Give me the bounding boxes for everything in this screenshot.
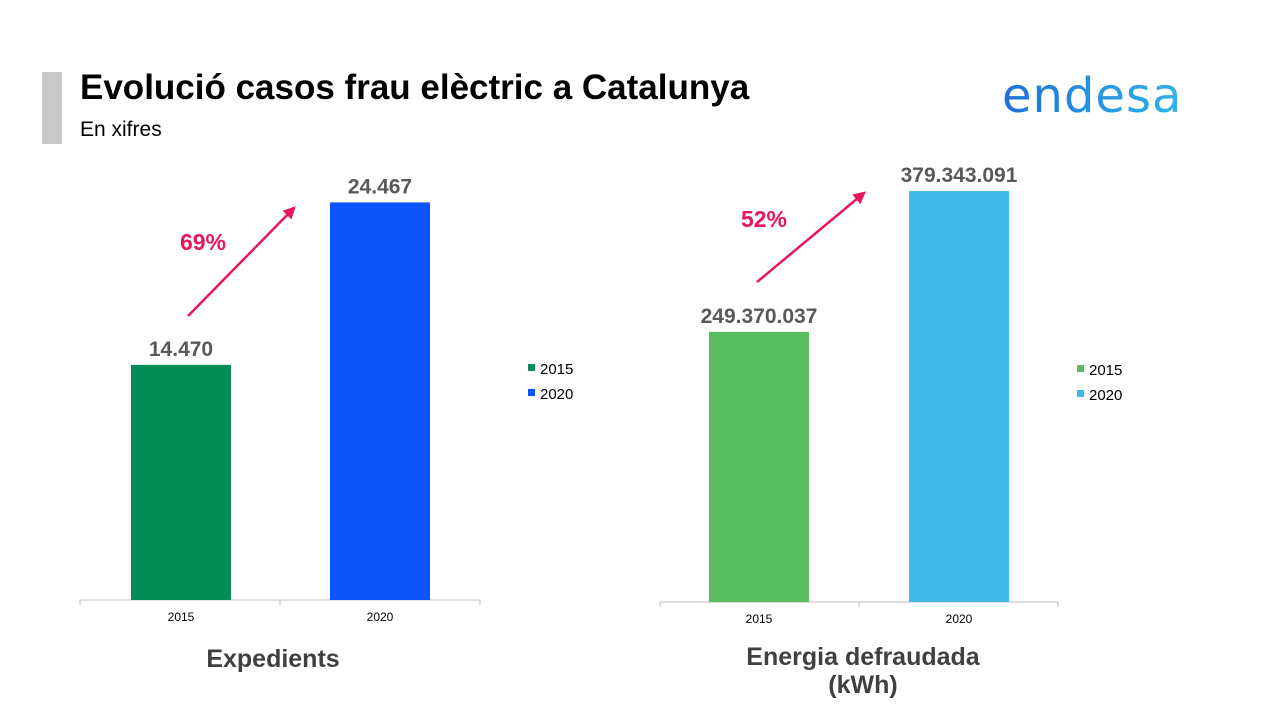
bar-2020	[330, 202, 430, 600]
chart-title-line: (kWh)	[828, 671, 898, 699]
bar-2015	[131, 364, 231, 600]
legend-swatch-2015	[1077, 365, 1084, 372]
page-subtitle: En xifres	[80, 118, 162, 141]
data-label-2020: 379.343.091	[901, 164, 1018, 187]
bar-2015	[709, 331, 809, 602]
legend-swatch-2020	[1077, 390, 1084, 397]
endesa-logo: endesa	[1002, 68, 1182, 122]
legend-label-2020: 2020	[1089, 387, 1122, 404]
chart-caption-energy: Energia defraudada (kWh)	[663, 643, 1063, 699]
legend-label-2015: 2015	[540, 361, 573, 378]
x-tick-label-2020: 2020	[946, 612, 973, 626]
x-tick-label-2015: 2015	[168, 610, 195, 624]
legend-swatch-2020	[528, 389, 535, 396]
svg-text:endesa: endesa	[1002, 68, 1182, 122]
title-accent-bar	[42, 72, 62, 144]
legend-label-2015: 2015	[1089, 362, 1122, 379]
x-tick-label-2015: 2015	[746, 612, 773, 626]
chart-0: 14.470 2015 24.467 2020 2015 2020 69%	[79, 175, 573, 624]
legend-swatch-2015	[528, 364, 535, 371]
growth-label: 52%	[741, 206, 787, 232]
x-tick-label-2020: 2020	[367, 610, 394, 624]
bar-2020	[909, 191, 1009, 602]
data-label-2015: 14.470	[149, 338, 213, 361]
chart-title-line: Energia defraudada	[746, 643, 980, 671]
legend-label-2020: 2020	[540, 386, 573, 403]
chart-caption-expedients: Expedients	[123, 645, 423, 673]
growth-label: 69%	[180, 229, 226, 255]
growth-arrow	[756, 191, 866, 283]
page-title: Evolució casos frau elèctric a Catalunya	[80, 68, 750, 107]
growth-arrow	[187, 206, 296, 317]
chart-title-line: Expedients	[206, 645, 340, 673]
chart-1: 249.370.037 2015 379.343.091 2020 2015 2020 52…	[659, 164, 1122, 626]
data-label-2015: 249.370.037	[701, 305, 818, 328]
data-label-2020: 24.467	[348, 175, 412, 198]
